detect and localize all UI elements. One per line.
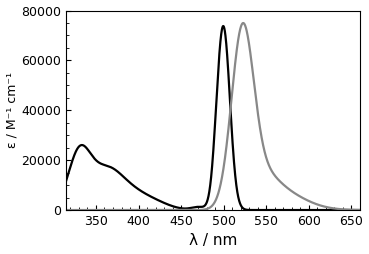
Y-axis label: ε / M⁻¹ cm⁻¹: ε / M⁻¹ cm⁻¹ xyxy=(6,72,18,148)
X-axis label: λ / nm: λ / nm xyxy=(189,233,237,248)
